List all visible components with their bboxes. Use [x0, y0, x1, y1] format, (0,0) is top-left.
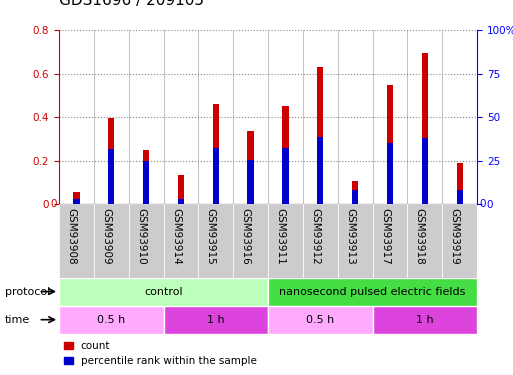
- Text: GSM93909: GSM93909: [101, 208, 111, 265]
- FancyBboxPatch shape: [164, 306, 268, 334]
- Text: GDS1696 / 209105: GDS1696 / 209105: [59, 0, 204, 8]
- Bar: [317, 138, 323, 204]
- FancyBboxPatch shape: [199, 204, 233, 278]
- FancyBboxPatch shape: [164, 204, 199, 278]
- Bar: [317, 68, 323, 204]
- Bar: [73, 199, 80, 204]
- FancyBboxPatch shape: [442, 204, 477, 278]
- Text: GSM93913: GSM93913: [345, 208, 355, 265]
- FancyBboxPatch shape: [59, 204, 94, 278]
- Bar: [143, 150, 149, 204]
- Text: 1 h: 1 h: [207, 315, 225, 325]
- Bar: [178, 199, 184, 204]
- Bar: [387, 85, 393, 204]
- Bar: [73, 192, 80, 204]
- Bar: [213, 104, 219, 204]
- Text: 1 h: 1 h: [416, 315, 433, 325]
- Bar: [387, 143, 393, 204]
- Text: 0.5 h: 0.5 h: [97, 315, 125, 325]
- FancyBboxPatch shape: [268, 306, 372, 334]
- Bar: [213, 148, 219, 204]
- Text: GSM93912: GSM93912: [310, 208, 320, 265]
- FancyBboxPatch shape: [268, 278, 477, 306]
- Bar: [422, 53, 428, 204]
- Legend: count, percentile rank within the sample: count, percentile rank within the sample: [64, 341, 256, 366]
- FancyBboxPatch shape: [59, 278, 268, 306]
- FancyBboxPatch shape: [59, 306, 164, 334]
- Bar: [108, 118, 114, 204]
- FancyBboxPatch shape: [129, 204, 164, 278]
- Text: GSM93910: GSM93910: [136, 208, 146, 265]
- FancyBboxPatch shape: [268, 204, 303, 278]
- Bar: [352, 190, 358, 204]
- Bar: [352, 181, 358, 204]
- FancyBboxPatch shape: [372, 204, 407, 278]
- Text: GSM93914: GSM93914: [171, 208, 181, 265]
- Bar: [108, 149, 114, 204]
- Bar: [247, 131, 254, 204]
- Text: nanosecond pulsed electric fields: nanosecond pulsed electric fields: [280, 286, 466, 297]
- Text: 0: 0: [50, 200, 56, 209]
- Text: GSM93915: GSM93915: [206, 208, 216, 265]
- Text: 0.5 h: 0.5 h: [306, 315, 334, 325]
- Bar: [457, 189, 463, 204]
- FancyBboxPatch shape: [407, 204, 442, 278]
- Text: protocol: protocol: [5, 286, 50, 297]
- Bar: [178, 174, 184, 204]
- FancyBboxPatch shape: [303, 204, 338, 278]
- Text: GSM93908: GSM93908: [66, 208, 76, 265]
- Bar: [457, 162, 463, 204]
- FancyBboxPatch shape: [338, 204, 372, 278]
- Text: GSM93918: GSM93918: [415, 208, 425, 265]
- Bar: [282, 106, 289, 204]
- Text: 0: 0: [480, 200, 486, 209]
- FancyBboxPatch shape: [94, 204, 129, 278]
- FancyBboxPatch shape: [233, 204, 268, 278]
- Text: GSM93919: GSM93919: [450, 208, 460, 265]
- Bar: [282, 148, 289, 204]
- Text: GSM93911: GSM93911: [275, 208, 285, 265]
- FancyBboxPatch shape: [372, 306, 477, 334]
- Text: time: time: [5, 315, 30, 325]
- Bar: [143, 161, 149, 204]
- Bar: [247, 160, 254, 204]
- Text: GSM93916: GSM93916: [241, 208, 251, 265]
- Text: control: control: [144, 286, 183, 297]
- Text: GSM93917: GSM93917: [380, 208, 390, 265]
- Bar: [422, 138, 428, 204]
